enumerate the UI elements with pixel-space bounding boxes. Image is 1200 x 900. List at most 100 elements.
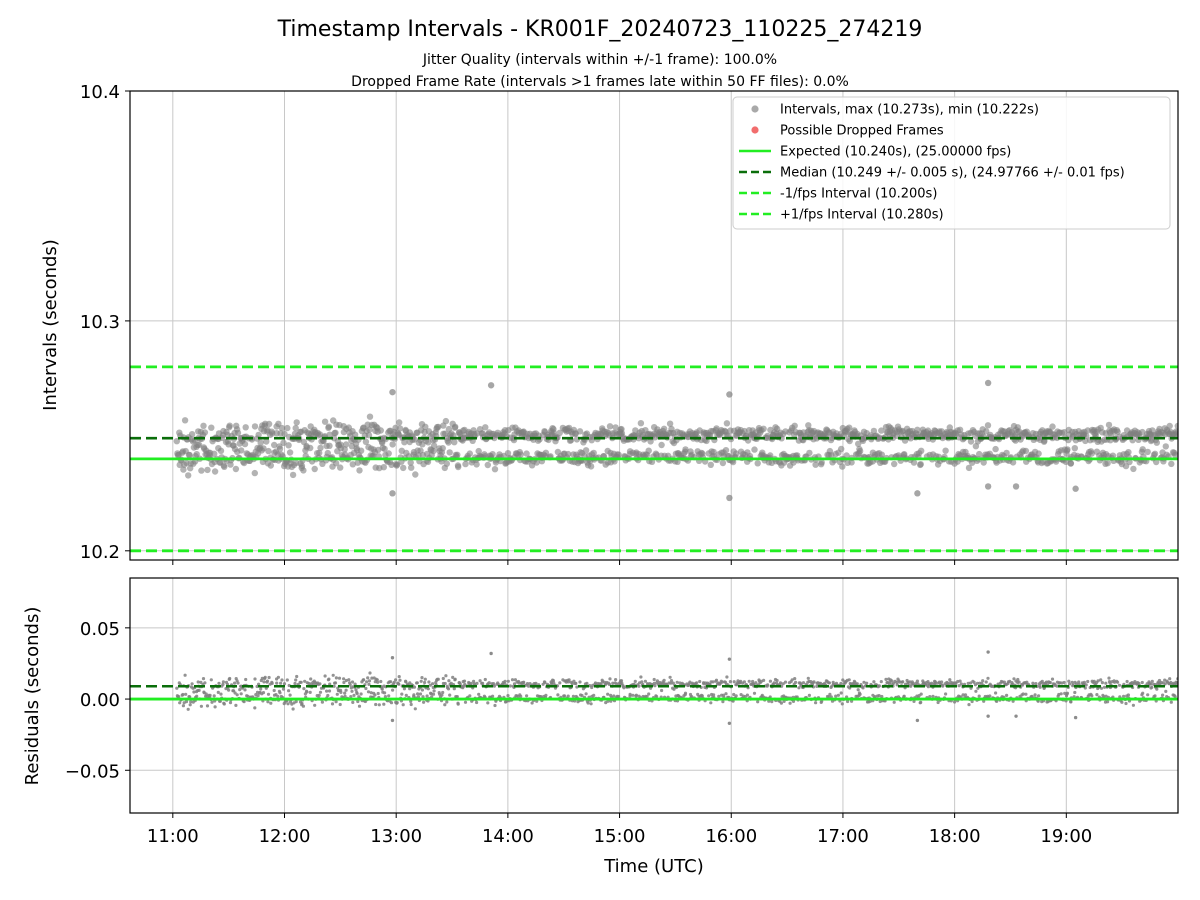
residual-point (325, 689, 329, 693)
residual-point (528, 682, 532, 686)
residual-point (446, 687, 451, 691)
interval-point (1166, 422, 1173, 430)
residual-point (1140, 680, 1144, 685)
residual-point (190, 682, 194, 686)
interval-point (276, 445, 284, 452)
interval-point (281, 430, 288, 438)
y-tick-label: 0.05 (80, 619, 120, 640)
residual-point (183, 673, 187, 677)
interval-point (956, 426, 964, 433)
residual-point (1157, 678, 1162, 683)
residual-point (525, 694, 529, 698)
residual-point (301, 704, 305, 708)
residual-point (530, 701, 534, 705)
interval-point (200, 422, 207, 429)
interval-point (517, 451, 524, 458)
residual-point (288, 693, 292, 697)
residual-point (356, 699, 360, 704)
interval-point (260, 445, 267, 452)
interval-point (198, 467, 205, 474)
interval-point (590, 449, 597, 457)
residual-point (366, 676, 370, 680)
residual-point (1038, 685, 1042, 689)
interval-point (1049, 423, 1056, 430)
residual-point (720, 680, 724, 684)
residual-point (419, 679, 423, 683)
residual-point (1084, 683, 1088, 687)
residual-point (1102, 685, 1107, 689)
intervals-y-ticks: 10.2 10.3 10.4 (80, 82, 1067, 565)
residual-point (401, 703, 405, 707)
interval-point (587, 463, 595, 470)
residual-point (580, 693, 584, 698)
interval-outlier-point (726, 391, 733, 398)
interval-point (362, 438, 370, 445)
residual-point (1033, 693, 1037, 697)
interval-point (208, 424, 215, 431)
interval-point (380, 464, 387, 471)
residual-point (418, 692, 423, 696)
interval-point (430, 447, 437, 455)
residual-point (266, 700, 270, 704)
interval-point (523, 450, 530, 457)
residual-point (397, 682, 401, 686)
residual-point (352, 693, 356, 698)
interval-point (682, 446, 689, 453)
interval-point (257, 439, 264, 446)
residual-point (975, 681, 980, 685)
interval-point (491, 466, 499, 473)
residual-point (567, 678, 571, 682)
residual-point (317, 693, 321, 698)
residual-point (387, 694, 391, 698)
residual-point (1116, 680, 1120, 684)
interval-point (326, 431, 333, 438)
residual-point (981, 679, 985, 683)
interval-point (356, 467, 363, 474)
interval-point (917, 461, 924, 468)
interval-point (445, 439, 452, 446)
residual-point (586, 701, 590, 705)
residual-point (209, 678, 213, 682)
residual-point (850, 699, 854, 703)
residual-outlier-point (1073, 715, 1078, 720)
residual-point (447, 679, 451, 683)
residual-point (519, 694, 523, 699)
residual-point (338, 702, 342, 707)
residual-point (762, 678, 766, 683)
residual-point (233, 691, 237, 695)
residual-point (227, 688, 231, 692)
interval-point (1130, 465, 1137, 473)
interval-point (1139, 446, 1146, 453)
interval-point (408, 464, 415, 471)
interval-point (965, 464, 973, 472)
residual-point (236, 681, 240, 685)
interval-point (232, 465, 240, 473)
residual-point (543, 680, 547, 685)
residual-point (412, 693, 416, 697)
interval-point (980, 459, 987, 466)
residual-point (349, 695, 353, 699)
residual-point (732, 680, 736, 684)
residual-point (478, 679, 482, 683)
residual-point (369, 691, 373, 695)
residual-point (1141, 691, 1145, 695)
interval-point (1126, 458, 1133, 466)
interval-point (666, 420, 674, 427)
residual-point (1036, 699, 1040, 703)
residual-point (398, 678, 402, 682)
residual-point (779, 701, 784, 705)
interval-point (1071, 445, 1079, 452)
residual-point (307, 681, 311, 686)
residual-point (380, 687, 384, 691)
residual-point (404, 680, 408, 684)
residual-point (1067, 679, 1071, 683)
residual-point (353, 682, 357, 686)
residual-point (481, 681, 485, 685)
interval-point (805, 422, 812, 429)
interval-point (1067, 460, 1075, 467)
residual-point (982, 699, 986, 703)
residual-point (376, 680, 380, 684)
residual-point (469, 681, 473, 686)
interval-point (722, 447, 730, 454)
residual-point (259, 687, 263, 691)
